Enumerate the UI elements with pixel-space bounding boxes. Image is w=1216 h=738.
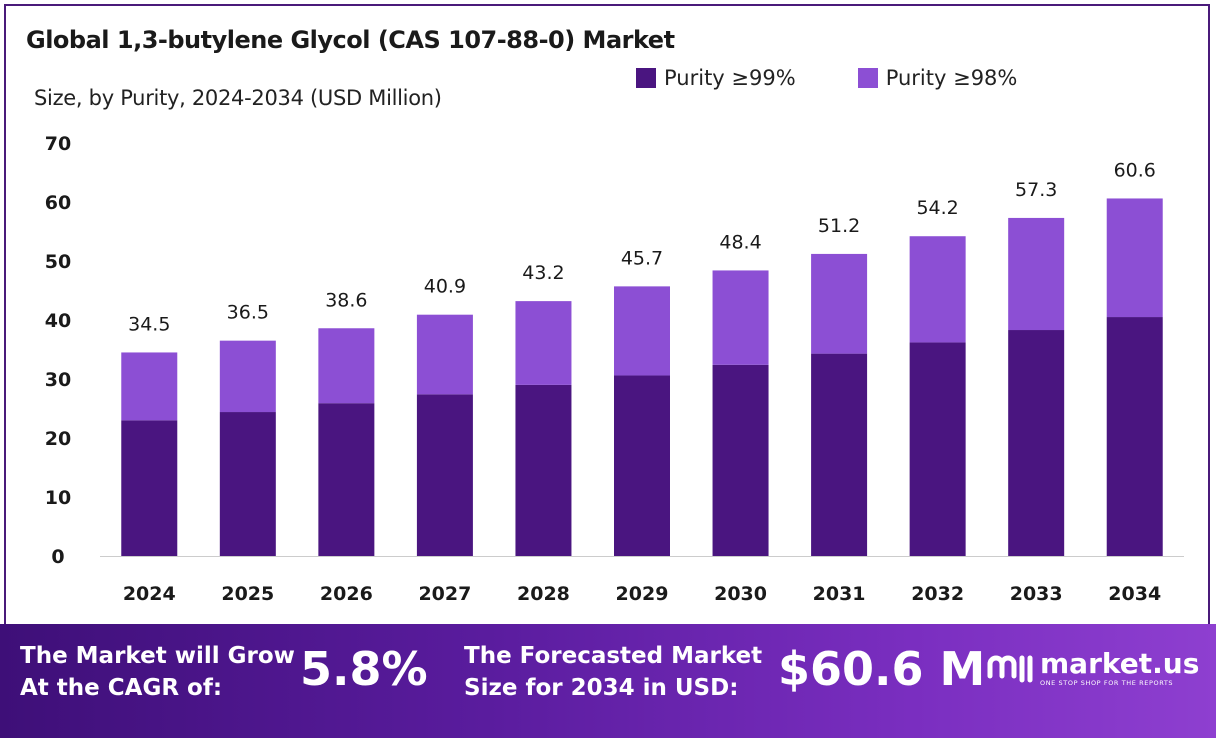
logo-name: market.us	[1040, 647, 1200, 680]
bar-segment-purity-98	[318, 328, 375, 404]
bar-total-label: 45.7	[621, 247, 663, 269]
forecast-label-line1: The Forecasted Market	[464, 643, 763, 669]
legend-swatch-purity-98	[857, 68, 878, 88]
bar-segment-purity-99	[909, 342, 966, 556]
bar-segment-purity-99	[219, 412, 276, 556]
bar-segment-purity-99	[1106, 317, 1163, 556]
bar-total-label: 60.6	[1114, 159, 1156, 181]
bar-segment-purity-99	[1008, 330, 1065, 556]
logo-tagline: ONE STOP SHOP FOR THE REPORTS	[1040, 679, 1174, 687]
bar-segment-purity-99	[614, 375, 670, 556]
bar-segment-purity-98	[909, 236, 966, 343]
cagr-label: The Market will Grow At the CAGR of:	[20, 640, 295, 704]
bar-segment-purity-98	[1106, 198, 1163, 318]
cagr-value: 5.8%	[300, 642, 428, 696]
bar-segment-purity-99	[515, 384, 572, 556]
market-us-logo: market.us ONE STOP SHOP FOR THE REPORTS	[986, 646, 1199, 690]
x-tick-label: 2034	[1108, 583, 1161, 605]
y-tick-label: 20	[45, 428, 71, 450]
bar-total-label: 38.6	[325, 289, 367, 311]
x-tick-label: 2026	[320, 583, 373, 605]
bar-total-label: 51.2	[818, 215, 860, 237]
x-tick-label: 2030	[714, 583, 767, 605]
market-us-logo-icon	[987, 655, 1033, 683]
bar-total-label: 34.5	[128, 313, 170, 335]
x-tick-label: 2029	[616, 583, 669, 605]
x-tick-label: 2033	[1010, 583, 1063, 605]
legend-label-purity-98: Purity ≥98%	[885, 66, 1018, 90]
bar-segment-purity-99	[318, 403, 375, 556]
bar-segment-purity-98	[416, 314, 473, 395]
y-tick-label: 30	[45, 369, 71, 391]
legend-item-purity-98: Purity ≥98%	[857, 66, 1018, 90]
y-tick-label: 70	[45, 133, 71, 155]
bar-total-label: 36.5	[227, 302, 269, 324]
bar-total-label: 54.2	[916, 197, 958, 219]
bar-segment-purity-98	[811, 253, 868, 354]
bar-segment-purity-99	[121, 420, 178, 556]
x-tick-label: 2028	[517, 583, 570, 605]
bar-segment-purity-98	[712, 270, 769, 365]
bar-segment-purity-99	[811, 353, 868, 556]
y-tick-label: 10	[45, 487, 71, 509]
forecast-label-line2: Size for 2034 in USD:	[464, 675, 739, 701]
bar-total-label: 40.9	[424, 276, 466, 298]
bar-total-label: 57.3	[1015, 179, 1057, 201]
bar-segment-purity-98	[515, 301, 572, 385]
x-tick-label: 2025	[221, 583, 274, 605]
bar-segment-purity-98	[219, 340, 276, 413]
chart-title: Global 1,3-butylene Glycol (CAS 107-88-0…	[26, 26, 675, 54]
legend-item-purity-99: Purity ≥99%	[636, 66, 796, 90]
forecast-label: The Forecasted Market Size for 2034 in U…	[464, 640, 762, 704]
cagr-label-line2: At the CAGR of:	[20, 675, 223, 701]
bar-total-label: 48.4	[719, 231, 761, 253]
legend: Purity ≥99% Purity ≥98%	[636, 66, 1017, 90]
bar-segment-purity-99	[416, 394, 473, 556]
bar-segment-purity-99	[712, 364, 769, 556]
x-tick-label: 2031	[813, 583, 866, 605]
bar-segment-purity-98	[1008, 217, 1065, 331]
forecast-value: $60.6 M	[778, 642, 986, 696]
y-tick-label: 40	[45, 310, 71, 332]
cagr-label-line1: The Market will Grow	[20, 643, 295, 669]
bar-segment-purity-98	[614, 286, 670, 376]
x-tick-label: 2032	[911, 583, 964, 605]
y-tick-label: 60	[45, 192, 71, 214]
bar-segment-purity-98	[121, 352, 178, 421]
legend-label-purity-99: Purity ≥99%	[664, 66, 796, 90]
bar-chart: 01020304050607034.5202436.5202538.620264…	[45, 133, 1184, 605]
bar-total-label: 43.2	[522, 262, 564, 284]
x-tick-label: 2024	[123, 583, 176, 605]
chart-subtitle: Size, by Purity, 2024-2034 (USD Million)	[34, 86, 442, 110]
legend-swatch-purity-99	[636, 68, 656, 88]
summary-banner	[0, 624, 1216, 738]
x-tick-label: 2027	[418, 583, 471, 605]
y-tick-label: 50	[45, 251, 71, 273]
y-tick-label: 0	[51, 546, 64, 568]
